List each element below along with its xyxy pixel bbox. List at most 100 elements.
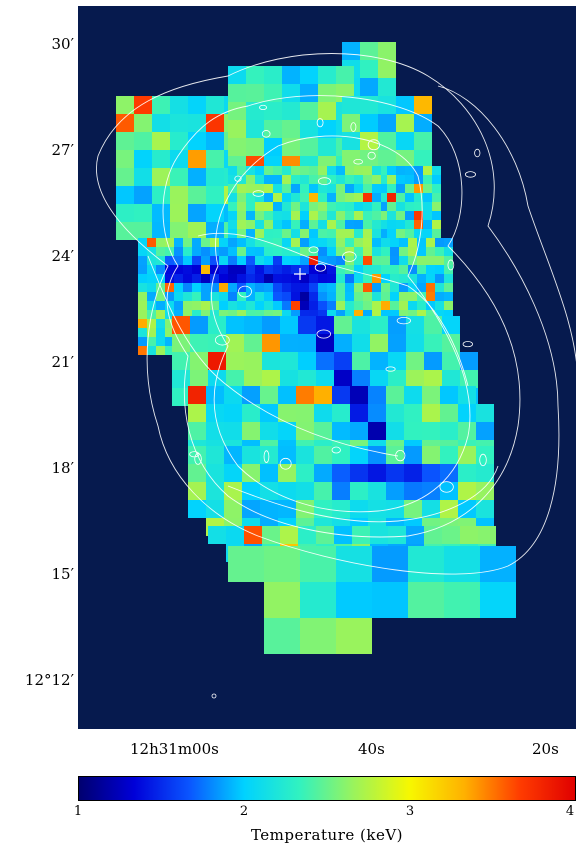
temperature-tile (282, 120, 300, 138)
temperature-tile (255, 292, 264, 301)
temperature-tile (138, 301, 147, 310)
temperature-tile (423, 175, 432, 184)
temperature-tile (228, 211, 237, 220)
temperature-tile (219, 247, 228, 256)
temperature-tile (174, 292, 183, 301)
temperature-tile (378, 202, 387, 211)
temperature-tile (372, 283, 381, 292)
temperature-tile (255, 256, 264, 265)
temperature-tile (399, 265, 408, 274)
temperature-tile (156, 238, 165, 247)
temperature-tile (237, 238, 246, 247)
temperature-tile (206, 96, 224, 114)
temperature-tile (228, 283, 237, 292)
temperature-tile (228, 229, 237, 238)
temperature-tile (318, 247, 327, 256)
temperature-tile (291, 175, 300, 184)
temperature-tile (432, 220, 441, 229)
temperature-tile (156, 274, 165, 283)
temperature-tile (201, 283, 210, 292)
temperature-tile (273, 265, 282, 274)
temperature-tile (405, 184, 414, 193)
temperature-tile (226, 334, 244, 352)
temperature-tile (237, 193, 246, 202)
temperature-tile (246, 138, 264, 156)
temperature-tile (300, 202, 309, 211)
temperature-tile (188, 204, 206, 222)
brightness-contour (252, 190, 265, 197)
temperature-tile (237, 220, 246, 229)
temperature-tile (156, 247, 165, 256)
temperature-tile (206, 500, 224, 518)
temperature-tile (237, 211, 246, 220)
temperature-tile (386, 500, 404, 518)
temperature-tile (404, 482, 422, 500)
temperature-tile (291, 283, 300, 292)
temperature-tile (273, 283, 282, 292)
temperature-tile (156, 265, 165, 274)
temperature-tile (442, 526, 460, 544)
temperature-tile (134, 132, 152, 150)
temperature-tile (387, 175, 396, 184)
temperature-tile (206, 150, 224, 168)
temperature-tile (201, 238, 210, 247)
temperature-tile (336, 238, 345, 247)
temperature-tile (363, 166, 372, 175)
temperature-tile (309, 283, 318, 292)
temperature-tile (444, 582, 480, 618)
temperature-tile (147, 292, 156, 301)
temperature-tile (210, 274, 219, 283)
temperature-tile (264, 247, 273, 256)
temperature-tile (336, 229, 345, 238)
temperature-tile (273, 175, 282, 184)
temperature-tile (224, 482, 242, 500)
temperature-tile (345, 274, 354, 283)
temperature-tile (183, 283, 192, 292)
temperature-tile (237, 229, 246, 238)
temperature-tile (147, 319, 156, 328)
temperature-tile (260, 500, 278, 518)
temperature-tile (172, 388, 190, 406)
temperature-tile (219, 292, 228, 301)
dec-tick-label: 15′ (51, 565, 75, 583)
temperature-tile (138, 337, 147, 346)
temperature-tile (336, 618, 372, 654)
temperature-tile (264, 283, 273, 292)
temperature-tile (219, 310, 228, 319)
temperature-tile (426, 283, 435, 292)
temperature-tile (422, 404, 440, 422)
temperature-tile (332, 464, 350, 482)
temperature-tile (300, 256, 309, 265)
temperature-tile (174, 274, 183, 283)
temperature-tile (363, 256, 372, 265)
temperature-tile (246, 120, 264, 138)
temperature-tile (390, 274, 399, 283)
temperature-tile (387, 166, 396, 175)
temperature-tile (228, 256, 237, 265)
temperature-tile (417, 310, 426, 319)
temperature-tile (332, 422, 350, 440)
temperature-tile (424, 352, 442, 370)
temperature-tile (242, 500, 260, 518)
temperature-tile (417, 301, 426, 310)
temperature-tile (298, 352, 316, 370)
temperature-tile (156, 337, 165, 346)
temperature-tile (426, 238, 435, 247)
temperature-tile (354, 202, 363, 211)
temperature-tile (332, 482, 350, 500)
temperature-tile (354, 265, 363, 274)
brightness-contour (279, 457, 292, 470)
temperature-tile (174, 238, 183, 247)
temperature-tile (378, 150, 396, 168)
temperature-tile (480, 582, 516, 618)
temperature-tile (332, 386, 350, 404)
temperature-tile (363, 220, 372, 229)
temperature-tile (165, 310, 174, 319)
brightness-contour (214, 334, 230, 346)
temperature-tile (255, 193, 264, 202)
temperature-tile (354, 256, 363, 265)
temperature-tile (296, 422, 314, 440)
temperature-tile (318, 256, 327, 265)
temperature-tile (363, 283, 372, 292)
temperature-tile (435, 247, 444, 256)
